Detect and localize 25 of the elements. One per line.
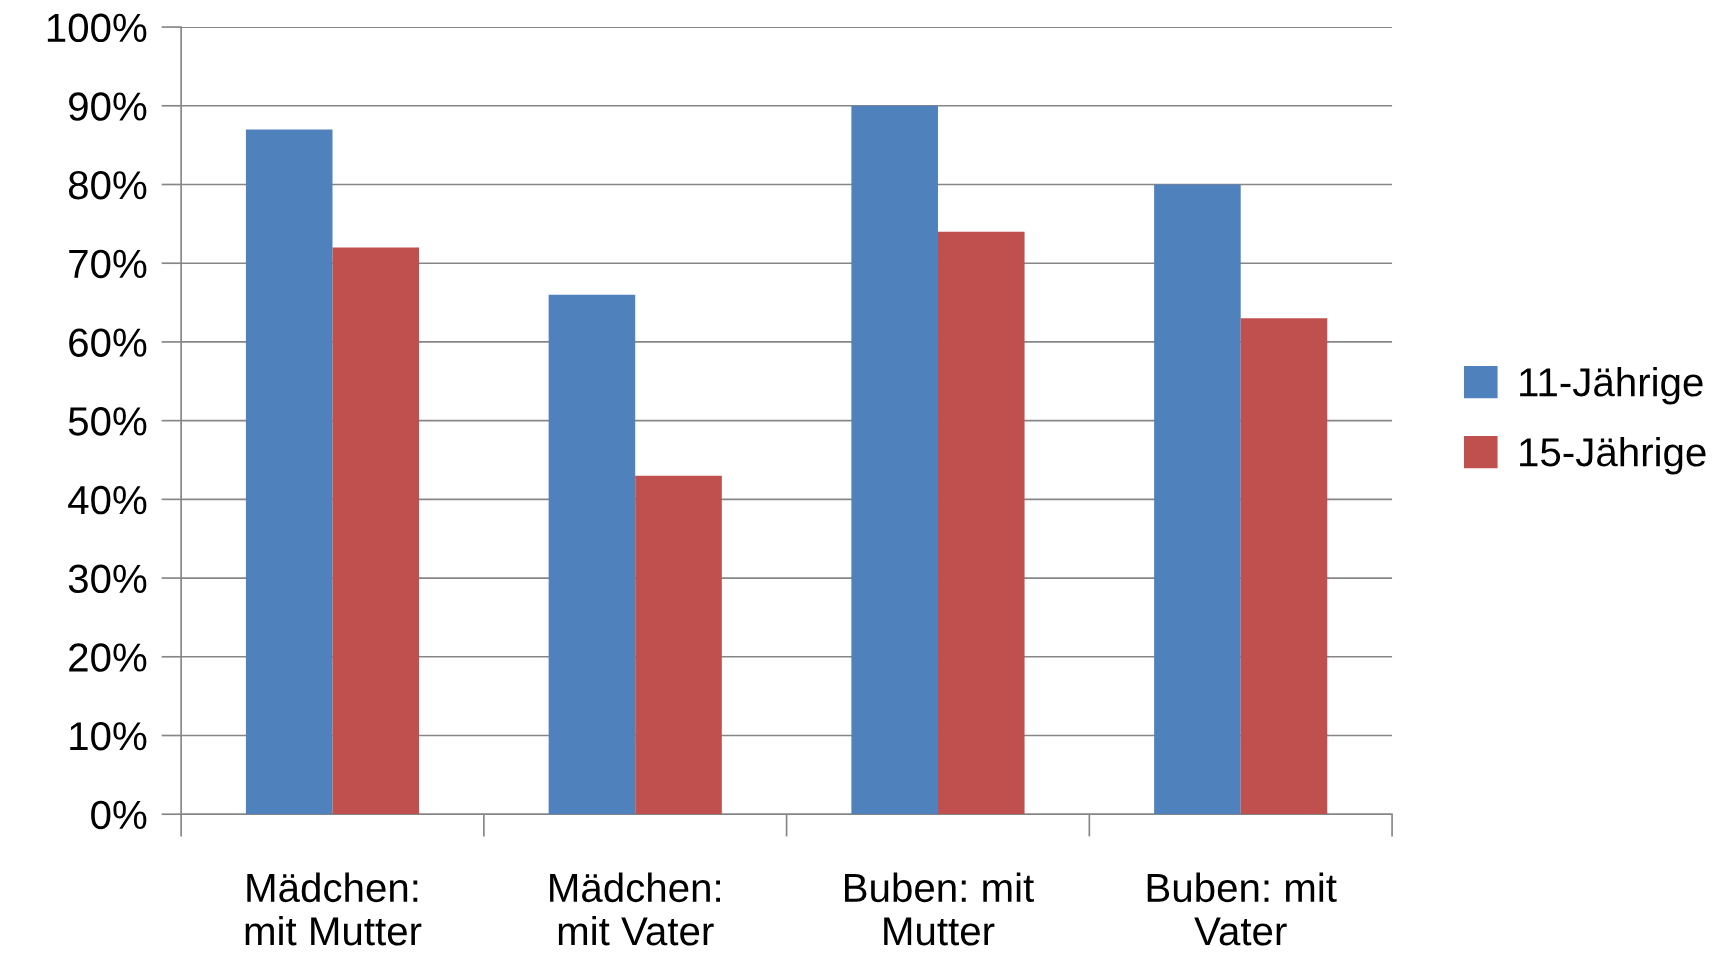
x-tick-label: Buben: mit Mutter	[845, 872, 1034, 946]
y-tick-label: 90%	[69, 92, 147, 121]
bar	[1240, 318, 1328, 815]
y-tick-label: 70%	[69, 249, 147, 279]
bar	[332, 247, 420, 815]
legend-label: 11-Jährige	[1520, 366, 1703, 405]
y-tick-label: 50%	[68, 407, 147, 436]
legend-label: 15-Jährige	[1520, 436, 1706, 475]
y-tick-label: 60%	[69, 328, 147, 357]
y-tick-label: 30%	[68, 564, 147, 594]
x-tick-label: Buben: mit Vater	[1147, 872, 1337, 946]
y-tick-label: 80%	[68, 170, 147, 200]
bar	[937, 231, 1025, 815]
bar	[548, 294, 636, 815]
y-tick-label: 100%	[47, 13, 147, 43]
y-tick-label: 0%	[91, 800, 147, 830]
x-tick-label: Mädchen: mit Vater	[550, 872, 720, 946]
y-tick-label: 20%	[69, 643, 147, 672]
x-tick-label: Mädchen: mit Mutter	[245, 872, 422, 946]
bar	[851, 105, 938, 815]
y-tick-label: 10%	[70, 721, 147, 751]
bar	[635, 475, 722, 815]
bar	[245, 129, 333, 815]
bar	[1154, 184, 1241, 815]
y-tick-label: 40%	[68, 485, 147, 515]
